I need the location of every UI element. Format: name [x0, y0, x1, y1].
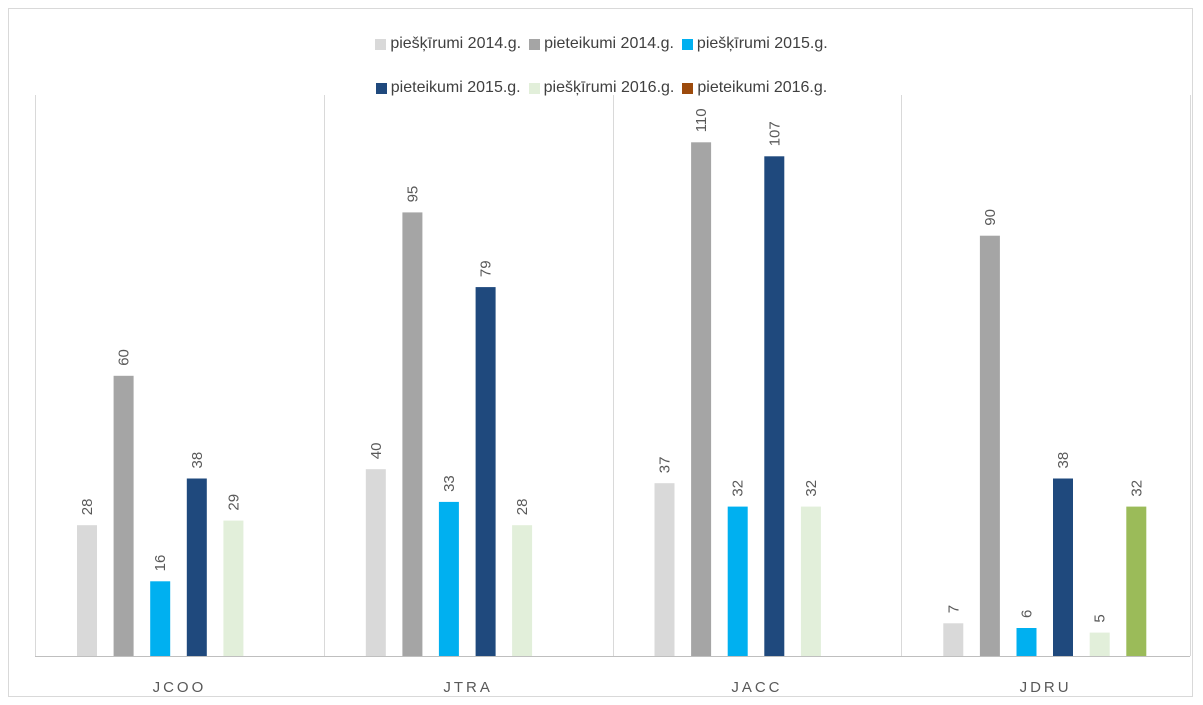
legend-swatch-5: [682, 82, 694, 94]
data-label-jacc-series-4: 32: [803, 480, 820, 497]
data-label-jtra-series-2: 33: [441, 475, 458, 492]
x-tick-label-jacc: JACC: [731, 679, 782, 696]
legend-label-5: pieteikumi 2016.g.: [697, 79, 828, 96]
legend-item-3: pieteikumi 2015.g.: [375, 79, 521, 97]
bar-jcoo-series-2: [150, 581, 171, 656]
data-label-jdru-series-0: 7: [945, 605, 962, 613]
x-tick-label-jcoo: JCOO: [153, 679, 207, 696]
x-tick-label-jdru: JDRU: [1020, 679, 1072, 696]
x-tick-label-jtra: JTRA: [443, 679, 493, 696]
bar-jacc-series-1: [691, 142, 712, 657]
legend-label-4: piešķīrumi 2016.g.: [543, 79, 675, 96]
bar-jtra-series-1: [402, 212, 423, 656]
legend-swatch-2: [681, 38, 693, 50]
data-label-jacc-series-0: 37: [657, 457, 674, 474]
bar-jdru-series-2: [1016, 628, 1037, 656]
data-label-jcoo-series-0: 28: [79, 499, 96, 516]
data-label-jtra-series-1: 95: [404, 186, 421, 203]
bar-jacc-series-2: [727, 506, 748, 656]
bar-jacc-series-4: [800, 506, 821, 656]
legend-swatch-0: [375, 38, 387, 50]
legend-item-5: pieteikumi 2016.g.: [682, 79, 827, 97]
bars-layer: [77, 142, 1147, 657]
legend-item-2: piešķīrumi 2015.g.: [681, 35, 828, 53]
data-label-jacc-series-2: 32: [730, 480, 747, 497]
legend-row-2: pieteikumi 2015.g. piešķīrumi 2016.g. pi…: [0, 79, 1203, 97]
bar-jtra-series-0: [365, 469, 386, 656]
bar-jdru-series-3: [1053, 478, 1073, 656]
data-label-jtra-series-0: 40: [368, 443, 385, 460]
data-labels-layer: 28 60 16 38 29 40 95 33 79 28 37 110 32 107 32 7 90 6 38 5 3…: [79, 108, 1145, 622]
legend-label-0: piešķīrumi 2014.g.: [390, 35, 522, 52]
data-label-jcoo-series-3: 38: [189, 452, 206, 469]
bar-jacc-series-3: [764, 156, 785, 657]
data-label-jdru-series-5: 32: [1128, 480, 1145, 497]
bar-jdru-series-5: [1126, 506, 1147, 656]
data-label-jdru-series-1: 90: [982, 209, 999, 226]
data-label-jtra-series-4: 28: [514, 499, 531, 516]
legend-label-2: piešķīrumi 2015.g.: [696, 35, 828, 52]
bar-jdru-series-1: [979, 235, 1000, 656]
bar-jdru-series-0: [943, 623, 964, 656]
data-label-jacc-series-1: 110: [693, 108, 710, 132]
legend-item-0: piešķīrumi 2014.g.: [375, 35, 521, 53]
data-label-jdru-series-3: 38: [1055, 452, 1072, 469]
legend-label-1: pieteikumi 2014.g.: [544, 35, 674, 52]
legend-label-3: pieteikumi 2015.g.: [390, 79, 521, 96]
x-tick-labels: JCOO JTRA JACC JDRU: [153, 679, 1072, 696]
data-label-jcoo-series-2: 16: [152, 555, 169, 572]
legend-item-1: pieteikumi 2014.g.: [529, 35, 674, 53]
bar-jtra-series-2: [438, 501, 459, 656]
data-label-jcoo-series-4: 29: [225, 494, 242, 511]
legend-swatch-4: [528, 82, 540, 94]
data-label-jacc-series-3: 107: [766, 121, 783, 146]
bar-jdru-series-4: [1089, 632, 1110, 656]
legend-row-1: piešķīrumi 2014.g. pieteikumi 2014.g. pi…: [0, 35, 1203, 53]
bar-jcoo-series-0: [77, 525, 97, 656]
bar-jcoo-series-4: [223, 520, 244, 656]
category-separators: [35, 95, 1191, 656]
bar-jcoo-series-1: [113, 375, 134, 656]
legend-swatch-3: [375, 82, 387, 94]
data-label-jcoo-series-1: 60: [116, 349, 133, 366]
data-label-jdru-series-4: 5: [1092, 614, 1109, 622]
legend-item-4: piešķīrumi 2016.g.: [528, 79, 675, 97]
bar-jtra-series-4: [512, 525, 533, 656]
data-label-jtra-series-3: 79: [478, 260, 495, 277]
bar-jacc-series-0: [654, 483, 675, 656]
bar-jtra-series-3: [475, 287, 496, 656]
bar-jcoo-series-3: [186, 478, 207, 656]
data-label-jdru-series-2: 6: [1019, 610, 1036, 618]
legend-swatch-1: [529, 38, 541, 50]
